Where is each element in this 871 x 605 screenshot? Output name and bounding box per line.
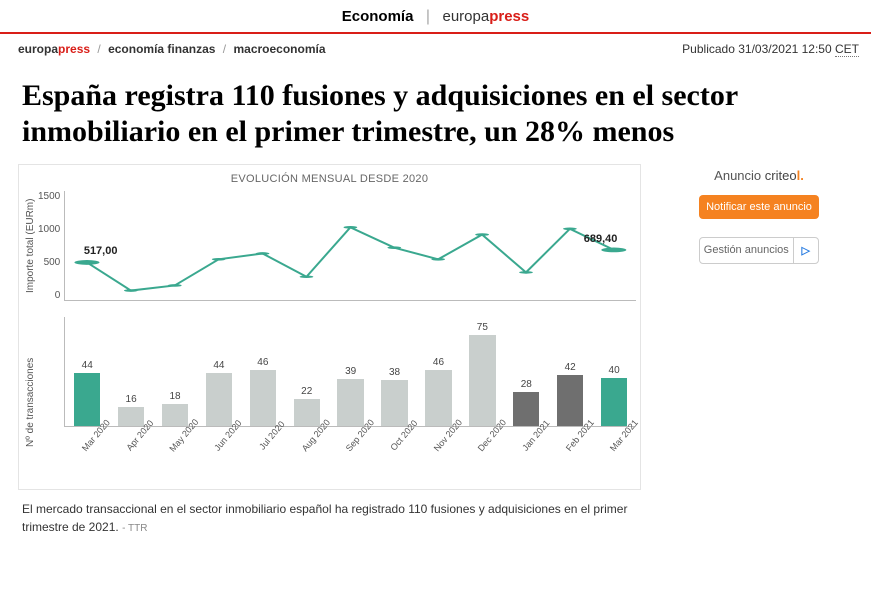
bar-value: 22	[301, 386, 312, 397]
line-chart: Importe total (EURm) 150010005000 517,00…	[23, 191, 636, 301]
adchoices-icon: ▷	[793, 238, 818, 263]
bar-slot: 46	[417, 317, 461, 426]
bar-slot: 40	[592, 317, 636, 426]
line-annotation: 517,00	[84, 246, 118, 258]
bar-value: 16	[126, 394, 137, 405]
x-axis-ticks: Mar 2020Apr 2020May 2020Jun 2020Jul 2020…	[64, 427, 636, 445]
bar-slot: 44	[65, 317, 109, 426]
bar-yaxis-label: Nº de transacciones	[23, 317, 38, 487]
bar-slot: 18	[153, 317, 197, 426]
bar-value: 42	[565, 362, 576, 373]
brand-part-a: europa	[443, 8, 490, 25]
sidebar: Anuncio criteol. Notificar este anuncio …	[659, 164, 859, 544]
line-annotation: 689,40	[584, 233, 618, 245]
bar-value: 28	[521, 379, 532, 390]
sub-row: europapress / economía finanzas / macroe…	[0, 34, 871, 60]
bar-slot: 75	[460, 317, 504, 426]
bar-value: 46	[257, 357, 268, 368]
top-header: Economía | europapress	[0, 0, 871, 34]
bar-value: 75	[477, 322, 488, 333]
ad-label: Anuncio criteol.	[659, 168, 859, 183]
bar-value: 38	[389, 367, 400, 378]
line-yaxis-label: Importe total (EURm)	[23, 191, 38, 301]
bar-slot: 38	[373, 317, 417, 426]
page-title: España registra 110 fusiones y adquisici…	[0, 60, 871, 164]
brand-part-b: press	[489, 8, 529, 25]
section-label: Economía	[342, 8, 414, 25]
line-plot-area: 517,00 689,40	[64, 191, 636, 301]
breadcrumb-level1[interactable]: economía finanzas	[108, 42, 215, 56]
publish-date: Publicado 31/03/2021 12:50 CET	[682, 42, 859, 56]
chart-caption: El mercado transaccional en el sector in…	[18, 490, 641, 544]
bar-slot: 16	[109, 317, 153, 426]
bar-slot: 44	[197, 317, 241, 426]
bar-plot-area: 44 16 18 44 46 22 39 38 46 75 28 42 40	[64, 317, 636, 427]
manage-ads-button[interactable]: Gestión anuncios ▷	[699, 237, 819, 264]
bar-slot: 22	[285, 317, 329, 426]
breadcrumb-level2[interactable]: macroeconomía	[233, 42, 325, 56]
bar-value: 40	[609, 365, 620, 376]
chart-container: EVOLUCIÓN MENSUAL DESDE 2020 Importe tot…	[18, 164, 641, 490]
bar-value: 46	[433, 357, 444, 368]
notify-ad-button[interactable]: Notificar este anuncio	[699, 195, 819, 219]
bar-value: 44	[213, 360, 224, 371]
breadcrumb-home[interactable]: europapress	[18, 42, 90, 56]
main-column: EVOLUCIÓN MENSUAL DESDE 2020 Importe tot…	[18, 164, 641, 544]
bar-slot: 46	[241, 317, 285, 426]
chart-title: EVOLUCIÓN MENSUAL DESDE 2020	[23, 173, 636, 185]
breadcrumb: europapress / economía finanzas / macroe…	[18, 42, 326, 56]
bar	[469, 335, 495, 426]
divider: |	[426, 8, 430, 25]
bar-value: 18	[169, 391, 180, 402]
bar-chart: Nº de transacciones 0000 441618444622393…	[23, 317, 636, 487]
bar-slot: 39	[329, 317, 373, 426]
line-yticks: 150010005000	[38, 191, 64, 301]
bar-value: 39	[345, 366, 356, 377]
bar-slot: 28	[504, 317, 548, 426]
bar-value: 44	[82, 360, 93, 371]
bar-slot: 42	[548, 317, 592, 426]
